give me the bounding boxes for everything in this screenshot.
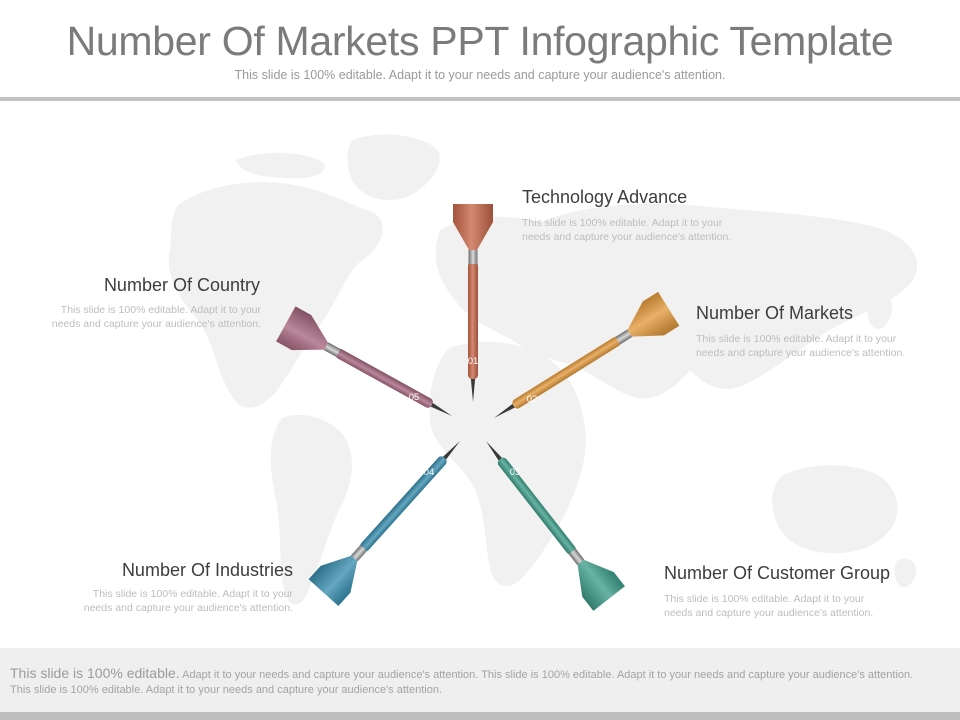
item-description: This slide is 100% editable. Adapt it to… xyxy=(664,592,924,620)
item-description: This slide is 100% editable. Adapt it to… xyxy=(696,332,946,360)
dart-number: 01 xyxy=(468,356,479,367)
item-description: This slide is 100% editable. Adapt it to… xyxy=(522,216,782,244)
dart-icon xyxy=(486,441,625,611)
item-description: This slide is 100% editable. Adapt it to… xyxy=(0,303,261,331)
dart-number: 04 xyxy=(424,467,435,478)
dart-icon xyxy=(494,291,680,418)
footer-divider xyxy=(0,712,960,720)
item-label-technology-advance: Technology Advance xyxy=(522,187,688,207)
dart-icon: 01 xyxy=(453,204,493,402)
dart-icon xyxy=(276,306,452,416)
item-label-number-of-customer-group: Number Of Customer Group xyxy=(664,563,891,583)
item-label-number-of-industries: Number Of Industries xyxy=(121,560,293,580)
item-description-line: needs and capture your audience's attent… xyxy=(83,602,293,614)
page-title: Number Of Markets PPT Infographic Templa… xyxy=(66,18,894,64)
dart-icon xyxy=(308,441,460,606)
item-description-line: This slide is 100% editable. Adapt it to… xyxy=(664,593,865,605)
item-description: This slide is 100% editable. Adapt it to… xyxy=(33,587,293,615)
item-label-number-of-country: Number Of Country xyxy=(103,275,260,295)
dart-number: 03 xyxy=(510,467,521,478)
item-description-line: needs and capture your audience's attent… xyxy=(522,231,732,243)
item-description-line: This slide is 100% editable. Adapt it to… xyxy=(92,588,293,600)
item-description-line: This slide is 100% editable. Adapt it to… xyxy=(696,333,897,345)
header-divider xyxy=(0,97,960,101)
footer-band xyxy=(0,648,960,712)
item-label-number-of-markets: Number Of Markets xyxy=(696,303,854,323)
dart-number: 05 xyxy=(409,392,420,403)
footer-text: This slide is 100% editable. Adapt it to… xyxy=(10,666,930,698)
item-description-line: needs and capture your audience's attent… xyxy=(51,318,261,330)
item-description-line: needs and capture your audience's attent… xyxy=(664,607,874,619)
item-description-line: This slide is 100% editable. Adapt it to… xyxy=(60,304,261,316)
page-subtitle: This slide is 100% editable. Adapt it to… xyxy=(234,68,726,82)
item-description-line: needs and capture your audience's attent… xyxy=(696,347,906,359)
footer-lead: This slide is 100% editable. xyxy=(10,665,180,681)
dart-number: 02 xyxy=(527,394,538,405)
footer-body: Adapt it to your needs and capture your … xyxy=(10,669,914,696)
item-description-line: This slide is 100% editable. Adapt it to… xyxy=(522,217,723,229)
